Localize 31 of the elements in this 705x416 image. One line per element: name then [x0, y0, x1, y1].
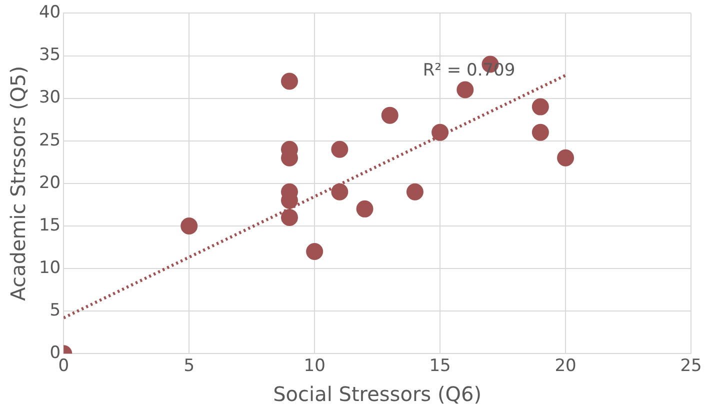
point: [180, 217, 198, 234]
point: [331, 183, 348, 200]
y-tick-label: 0: [50, 343, 61, 364]
point: [331, 140, 348, 158]
y-tick-label: 20: [38, 172, 61, 193]
x-tick-label: 10: [304, 356, 326, 376]
y-tick-label: 15: [38, 215, 61, 236]
y-tick-label: 10: [38, 258, 61, 278]
y-tick-label: 35: [38, 45, 61, 66]
y-tick-label: 30: [38, 88, 61, 108]
point: [280, 72, 298, 90]
y-tick-label: 25: [38, 130, 61, 150]
y-tick-label: 5: [50, 300, 61, 320]
point: [381, 106, 398, 124]
point: [406, 183, 424, 200]
point: [456, 81, 474, 98]
point: [532, 124, 549, 141]
x-axis-title: Social Stressors (Q6): [273, 382, 482, 406]
y-tick-label: 40: [38, 2, 61, 23]
point: [356, 200, 374, 218]
point: [306, 242, 324, 260]
x-tick-label: 5: [184, 356, 195, 376]
x-tick-label: 25: [680, 356, 702, 376]
x-tick-label: 15: [429, 356, 451, 376]
point: [280, 208, 298, 226]
point: [432, 124, 449, 141]
y-axis-title: Academic Strssors (Q5): [6, 66, 30, 301]
x-tick-label: 20: [554, 356, 576, 376]
point: [557, 149, 574, 166]
annotation: R² = 0.709: [422, 60, 516, 81]
point: [532, 98, 549, 116]
